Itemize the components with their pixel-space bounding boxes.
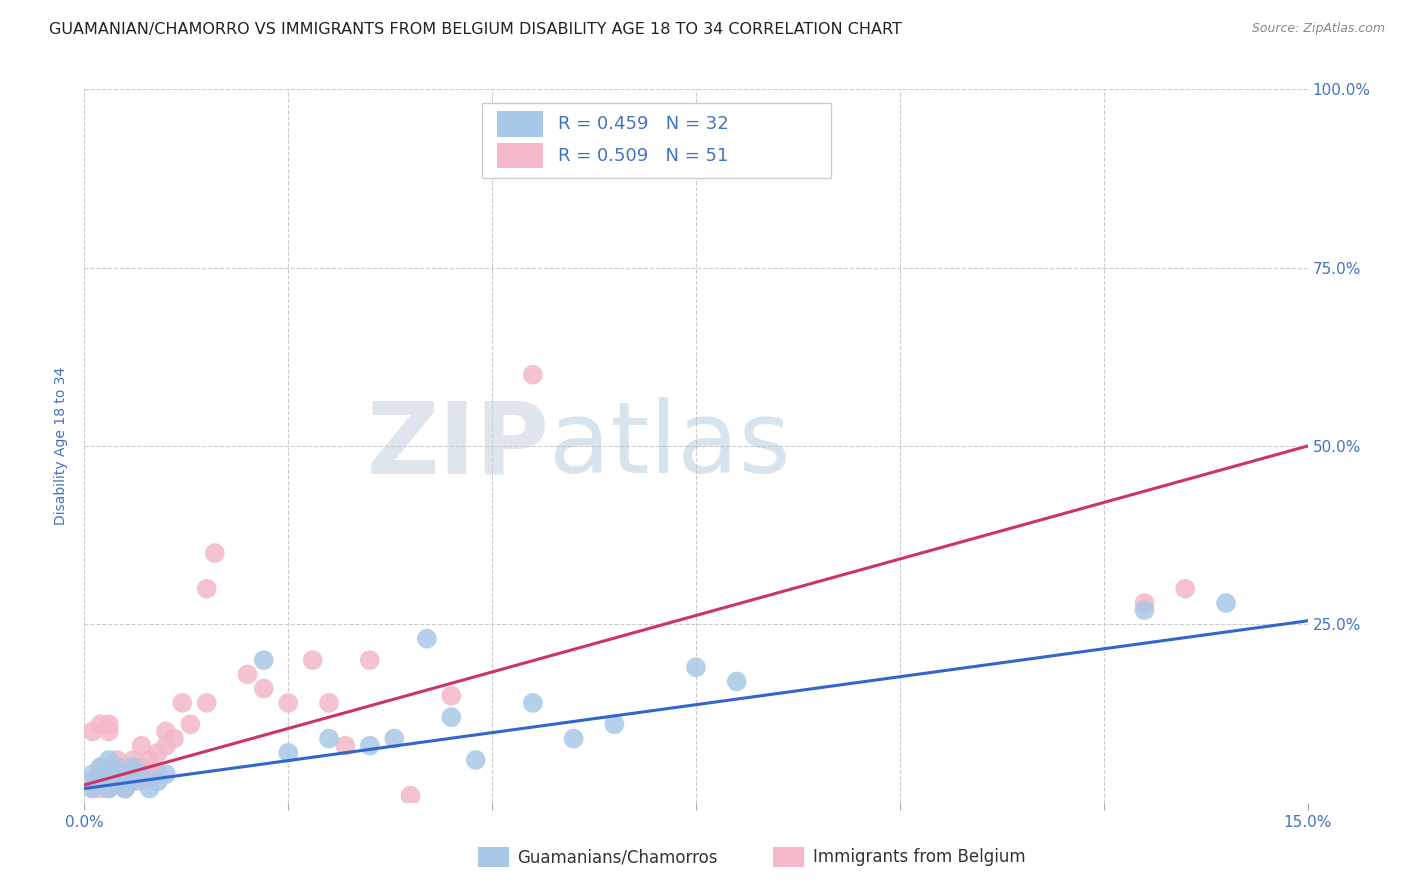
Point: [416, 632, 439, 646]
Point: [97, 781, 120, 796]
Point: [97, 724, 120, 739]
Point: [105, 760, 128, 774]
Point: [195, 582, 218, 596]
Point: [97, 781, 120, 796]
Point: [335, 739, 357, 753]
Point: [359, 653, 381, 667]
Point: [105, 774, 128, 789]
Point: [464, 753, 486, 767]
Point: [90, 760, 112, 774]
Point: [603, 717, 626, 731]
Point: [1215, 596, 1237, 610]
Text: atlas: atlas: [550, 398, 790, 494]
Text: R = 0.459   N = 32: R = 0.459 N = 32: [558, 115, 728, 133]
Point: [155, 739, 177, 753]
FancyBboxPatch shape: [496, 112, 543, 137]
Point: [82, 781, 104, 796]
Point: [114, 767, 136, 781]
Point: [97, 767, 120, 781]
Point: [105, 753, 128, 767]
Point: [105, 774, 128, 789]
Point: [90, 717, 112, 731]
FancyBboxPatch shape: [496, 143, 543, 169]
Point: [97, 717, 120, 731]
Point: [277, 696, 299, 710]
Point: [253, 681, 276, 696]
Text: Immigrants from Belgium: Immigrants from Belgium: [813, 848, 1025, 866]
Point: [114, 781, 136, 796]
Point: [82, 781, 104, 796]
Point: [725, 674, 748, 689]
Point: [1174, 582, 1197, 596]
Point: [1133, 603, 1156, 617]
Point: [318, 696, 340, 710]
Point: [146, 746, 169, 760]
Point: [97, 767, 120, 781]
Point: [146, 774, 169, 789]
Text: Source: ZipAtlas.com: Source: ZipAtlas.com: [1251, 22, 1385, 36]
Point: [122, 774, 145, 789]
Point: [318, 731, 340, 746]
Point: [440, 689, 463, 703]
Text: GUAMANIAN/CHAMORRO VS IMMIGRANTS FROM BELGIUM DISABILITY AGE 18 TO 34 CORRELATIO: GUAMANIAN/CHAMORRO VS IMMIGRANTS FROM BE…: [49, 22, 903, 37]
Point: [359, 739, 381, 753]
Point: [522, 696, 544, 710]
Point: [522, 368, 544, 382]
Point: [114, 781, 136, 796]
Point: [131, 774, 153, 789]
Point: [131, 767, 153, 781]
Point: [179, 717, 201, 731]
Point: [155, 767, 177, 781]
Point: [114, 781, 136, 796]
Point: [122, 753, 145, 767]
Text: R = 0.509   N = 51: R = 0.509 N = 51: [558, 146, 728, 164]
Point: [97, 774, 120, 789]
Point: [399, 789, 422, 803]
FancyBboxPatch shape: [482, 103, 831, 178]
Point: [82, 767, 104, 781]
Point: [105, 767, 128, 781]
Point: [82, 724, 104, 739]
Point: [122, 760, 145, 774]
Point: [440, 710, 463, 724]
Point: [146, 767, 169, 781]
Point: [562, 731, 585, 746]
Point: [155, 724, 177, 739]
Point: [114, 774, 136, 789]
Point: [131, 739, 153, 753]
Point: [685, 660, 707, 674]
Point: [114, 767, 136, 781]
Point: [90, 760, 112, 774]
Point: [138, 753, 160, 767]
Text: ZIP: ZIP: [367, 398, 550, 494]
Point: [163, 731, 186, 746]
Point: [97, 753, 120, 767]
Point: [253, 653, 276, 667]
Point: [172, 696, 194, 710]
Point: [195, 696, 218, 710]
Point: [122, 774, 145, 789]
Point: [301, 653, 323, 667]
Point: [122, 760, 145, 774]
Point: [82, 774, 104, 789]
Text: Guamanians/Chamorros: Guamanians/Chamorros: [517, 848, 718, 866]
Point: [1133, 596, 1156, 610]
Point: [90, 774, 112, 789]
Point: [90, 767, 112, 781]
Point: [122, 767, 145, 781]
Point: [382, 731, 405, 746]
Point: [138, 767, 160, 781]
Y-axis label: Disability Age 18 to 34: Disability Age 18 to 34: [55, 367, 69, 525]
Point: [277, 746, 299, 760]
Point: [105, 760, 128, 774]
Point: [138, 781, 160, 796]
Point: [90, 781, 112, 796]
Point: [236, 667, 259, 681]
Point: [131, 760, 153, 774]
Point: [204, 546, 226, 560]
